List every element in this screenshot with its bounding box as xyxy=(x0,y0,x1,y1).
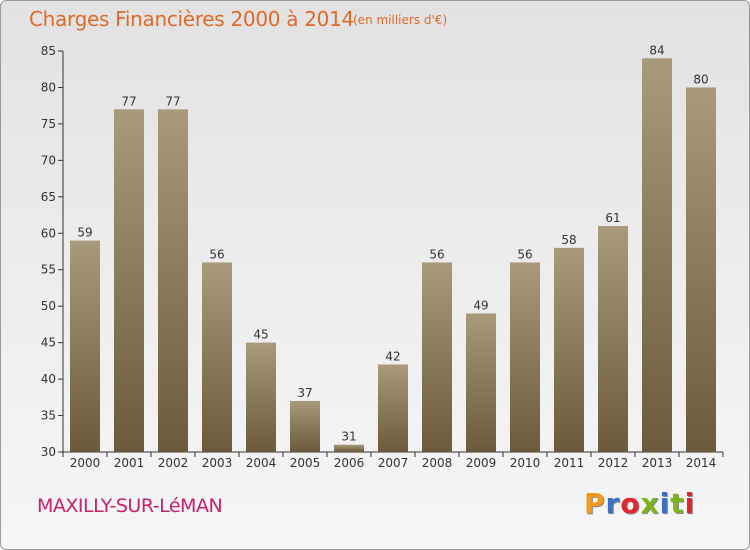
value-label: 45 xyxy=(253,328,268,342)
logo-letter: r xyxy=(605,487,621,520)
bar-2005 xyxy=(290,400,320,452)
x-tick-label: 2007 xyxy=(378,456,409,470)
x-tick-label: 2011 xyxy=(554,456,585,470)
logo-letter: i xyxy=(684,487,696,520)
x-tick-label: 2004 xyxy=(246,456,277,470)
bar-2012 xyxy=(598,225,628,452)
value-label: 61 xyxy=(605,211,620,225)
y-tick-label: 40 xyxy=(41,372,56,386)
x-tick-label: 2005 xyxy=(290,456,321,470)
value-label: 77 xyxy=(165,94,180,108)
y-tick-label: 55 xyxy=(41,263,56,277)
x-tick-label: 2013 xyxy=(642,456,673,470)
value-label: 37 xyxy=(297,386,312,400)
x-tick-label: 2006 xyxy=(334,456,365,470)
y-tick-label: 75 xyxy=(41,117,56,131)
y-tick-label: 85 xyxy=(41,44,56,58)
value-label: 49 xyxy=(473,298,488,312)
y-tick-label: 80 xyxy=(41,80,56,94)
value-label: 42 xyxy=(385,350,400,364)
y-tick-label: 30 xyxy=(41,445,56,459)
x-tick-label: 2010 xyxy=(510,456,541,470)
value-label: 80 xyxy=(693,72,708,86)
value-label: 58 xyxy=(561,233,576,247)
value-label: 59 xyxy=(77,226,92,240)
x-tick-label: 2009 xyxy=(466,456,497,470)
y-tick-label: 70 xyxy=(41,153,56,167)
value-label: 56 xyxy=(429,247,444,261)
bar-2008 xyxy=(422,262,452,452)
logo-letter: i xyxy=(659,487,671,520)
y-tick-label: 45 xyxy=(41,336,56,350)
value-label: 31 xyxy=(341,430,356,444)
logo-letter: x xyxy=(640,487,660,520)
x-tick-label: 2008 xyxy=(422,456,453,470)
x-tick-label: 2002 xyxy=(158,456,189,470)
value-label: 77 xyxy=(121,94,136,108)
bar-2000 xyxy=(70,240,100,452)
bar-2014 xyxy=(686,87,716,453)
value-label: 56 xyxy=(517,247,532,261)
logo-letter: t xyxy=(670,487,685,520)
bar-2009 xyxy=(466,313,496,452)
x-tick-label: 2012 xyxy=(598,456,629,470)
logo-letter: P xyxy=(584,487,606,520)
x-tick-label: 2003 xyxy=(202,456,233,470)
x-tick-label: 2000 xyxy=(70,456,101,470)
proxiti-logo[interactable]: Proxiti xyxy=(584,487,695,520)
x-tick-label: 2001 xyxy=(114,456,145,470)
x-tick-label: 2014 xyxy=(686,456,717,470)
bar-2001 xyxy=(114,109,144,452)
bar-2011 xyxy=(554,247,584,452)
bar-2003 xyxy=(202,262,232,452)
bar-2002 xyxy=(158,109,188,452)
logo-letter: o xyxy=(620,487,641,520)
y-tick-label: 35 xyxy=(41,409,56,423)
chart-title: Charges Financières 2000 à 2014 xyxy=(29,7,354,31)
bar-2013 xyxy=(642,58,672,453)
y-tick-label: 60 xyxy=(41,226,56,240)
bar-chart: 30 35 40 45 50 55 60 65 70 75 80 85 2000 2001 2002 2003… xyxy=(41,43,724,470)
y-tick-label: 65 xyxy=(41,190,56,204)
value-label: 84 xyxy=(649,43,664,57)
value-label: 56 xyxy=(209,247,224,261)
chart-subtitle: (en milliers d'€) xyxy=(353,13,448,27)
y-tick-label: 50 xyxy=(41,299,56,313)
bar-2006 xyxy=(334,444,364,452)
bar-2004 xyxy=(246,342,276,452)
commune-name: MAXILLY-SUR-LéMAN xyxy=(37,495,223,517)
bar-2010 xyxy=(510,262,540,452)
bar-2007 xyxy=(378,364,408,452)
